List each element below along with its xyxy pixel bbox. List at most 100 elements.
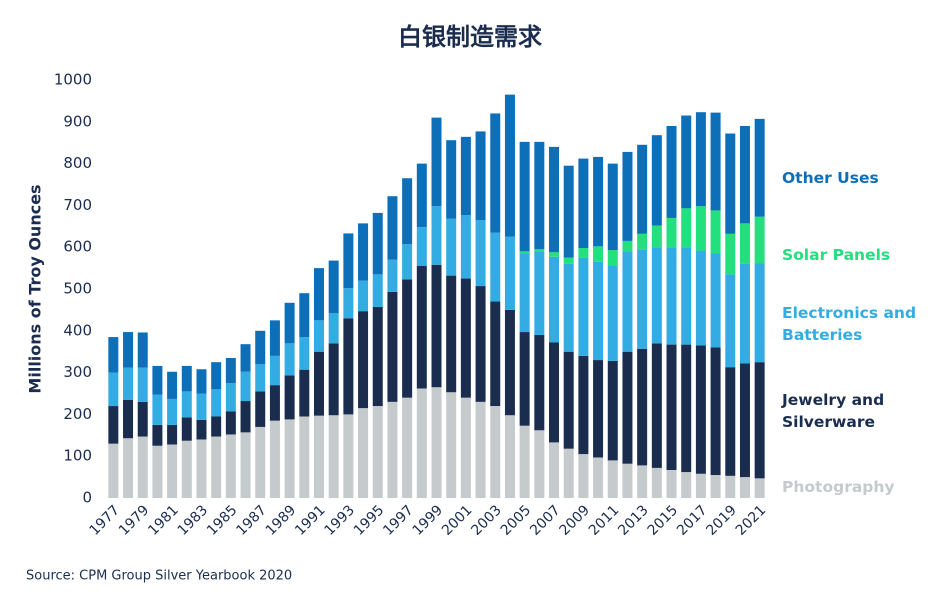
bar-segment — [739, 263, 750, 364]
bar-segment — [196, 393, 207, 420]
x-tick-label: 2017 — [674, 502, 711, 539]
bar-segment — [490, 406, 501, 498]
x-tick-label: 2015 — [645, 502, 682, 539]
y-tick-label: 500 — [63, 280, 92, 298]
bar-segment — [372, 406, 383, 498]
source: Source: CPM Group Silver Yearbook 2020 — [26, 569, 292, 584]
bar-segment — [313, 320, 324, 352]
bar-segment — [358, 408, 369, 498]
bar-segment — [681, 208, 692, 248]
bar-segment — [534, 141, 545, 250]
y-tick-label: 300 — [63, 363, 92, 381]
bar-segment — [152, 445, 163, 498]
bar-segment — [754, 478, 765, 498]
bar-segment — [358, 223, 369, 281]
bar-segment — [328, 260, 339, 314]
y-tick-label: 700 — [63, 196, 92, 214]
bar-segment — [607, 460, 618, 498]
y-tick-label: 900 — [63, 112, 92, 130]
bar-segment — [181, 365, 192, 392]
x-tick-label: 2001 — [439, 502, 476, 539]
bar-segment — [269, 320, 280, 356]
bar-segment — [416, 266, 427, 389]
x-tick-label: 2011 — [586, 502, 623, 539]
bar-segment — [725, 133, 736, 234]
bar-segment — [387, 401, 398, 498]
bar-segment — [666, 344, 677, 470]
bar-segment — [313, 268, 324, 321]
bar-segment — [607, 163, 618, 251]
x-tick-label: 1987 — [233, 502, 270, 539]
bar-segment — [284, 302, 295, 344]
bar-segment — [607, 250, 618, 267]
bar-segment — [475, 220, 486, 287]
bar-segment — [666, 469, 677, 498]
bar-segment — [255, 330, 266, 365]
bar-segment — [402, 397, 413, 498]
bar-segment — [607, 360, 618, 461]
bar-segment — [225, 434, 236, 498]
bar-segment — [578, 454, 589, 498]
bar-segment — [666, 217, 677, 248]
bar-segment — [710, 475, 721, 498]
bar-segment — [402, 279, 413, 398]
bar-segment — [754, 118, 765, 217]
bar-segment — [519, 141, 530, 252]
bar-segment — [240, 401, 251, 433]
bar-segment — [108, 406, 119, 444]
bar-segment — [563, 263, 574, 352]
bar-segment — [651, 467, 662, 498]
bar-segment — [578, 158, 589, 249]
bar-segment — [475, 401, 486, 498]
bar-segment — [754, 263, 765, 363]
bar-segment — [328, 313, 339, 344]
bar-segment — [578, 248, 589, 258]
bar-segment — [637, 233, 648, 250]
bar-segment — [490, 301, 501, 407]
bar-segment — [710, 112, 721, 211]
bar-segment — [387, 196, 398, 260]
bar-segment — [196, 439, 207, 498]
bar-segment — [637, 144, 648, 234]
bar-segment — [137, 401, 148, 437]
legend-entry: Photography — [782, 478, 895, 496]
bar-segment — [358, 280, 369, 312]
bar-segment — [725, 233, 736, 275]
bar-segment — [593, 457, 604, 498]
bar-segment — [240, 371, 251, 402]
bar-segment — [695, 206, 706, 251]
bar-segment — [593, 246, 604, 262]
x-tick-label: 2013 — [615, 502, 652, 539]
bar-segment — [637, 465, 648, 498]
bar-segment — [622, 151, 633, 241]
x-tick-label: 2009 — [557, 502, 594, 539]
legend-entry: Jewelry and Silverware — [782, 391, 885, 431]
bar-segment — [710, 253, 721, 348]
legend-entry: Solar Panels — [782, 246, 891, 264]
bar-segment — [269, 420, 280, 498]
bar-segment — [651, 135, 662, 226]
x-tick-label: 2005 — [498, 502, 535, 539]
bar-segment — [343, 233, 354, 289]
bar-segment — [666, 247, 677, 345]
bar-segment — [695, 250, 706, 346]
bar-segment — [754, 216, 765, 264]
bar-segment — [622, 351, 633, 464]
x-tick-label: 1979 — [116, 502, 153, 539]
bar-segment — [328, 415, 339, 498]
bar-segment — [269, 355, 280, 386]
y-axis-label: Millions of Troy Ounces — [26, 184, 45, 393]
bar-segment — [211, 416, 222, 437]
y-tick-label: 600 — [63, 238, 92, 256]
x-tick-label: 1981 — [145, 502, 182, 539]
bar-segment — [475, 131, 486, 221]
bar-segment — [152, 394, 163, 425]
bar-segment — [622, 240, 633, 252]
bar-segment — [372, 306, 383, 407]
bar-segment — [299, 416, 310, 498]
bar-segment — [446, 275, 457, 393]
bar-segment — [152, 424, 163, 446]
bar-segment — [534, 249, 545, 252]
bar-segment — [681, 115, 692, 209]
bar-segment — [563, 165, 574, 258]
